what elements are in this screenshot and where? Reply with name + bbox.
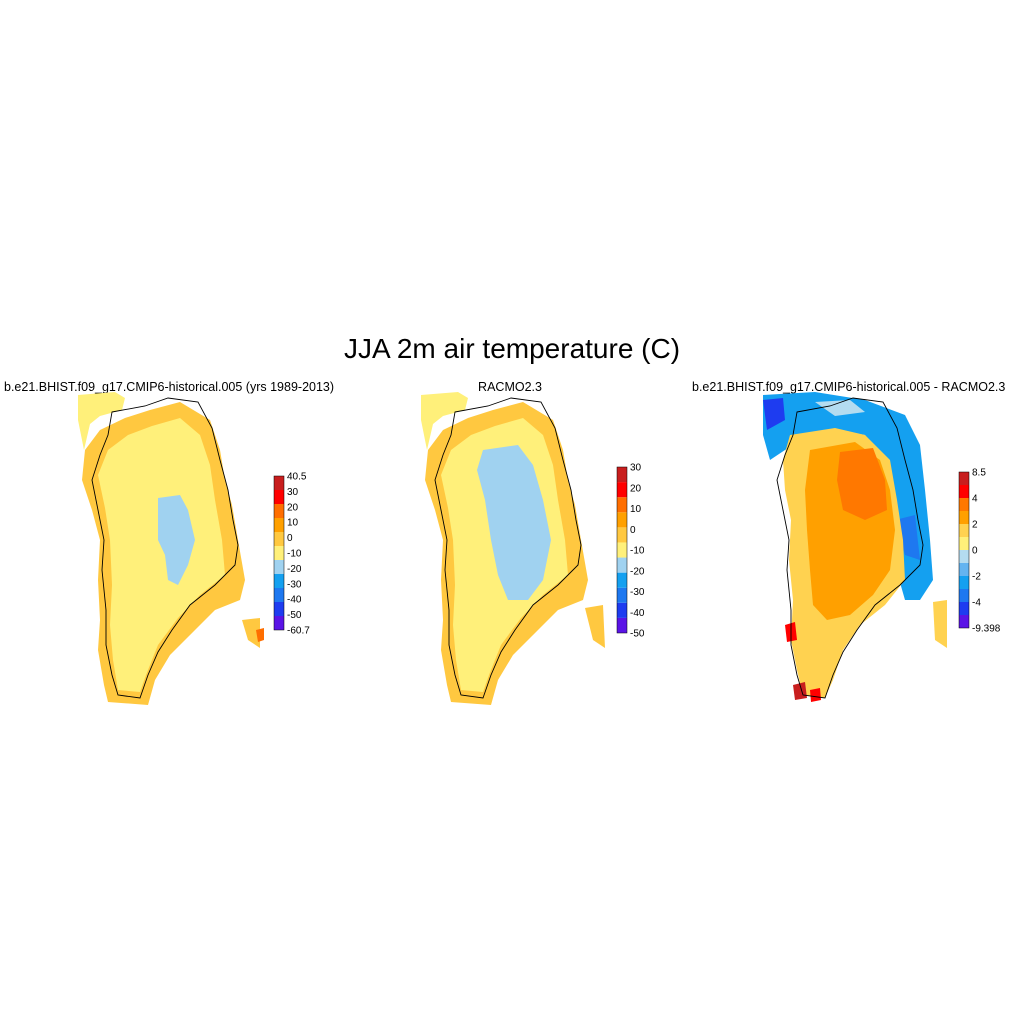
colorbar-label: 10 xyxy=(630,504,642,515)
colorbar-3-boxes xyxy=(959,472,969,628)
colorbar-box xyxy=(274,518,284,532)
northern-blue-band xyxy=(763,392,933,600)
colorbar-3 xyxy=(958,471,970,629)
colorbar-box xyxy=(274,546,284,560)
colorbar-box xyxy=(959,472,969,485)
colorbar-label: -30 xyxy=(287,579,302,590)
colorbar-label: 20 xyxy=(630,483,642,494)
colorbar-box xyxy=(274,560,284,574)
colorbar-2-boxes xyxy=(617,467,627,633)
colorbar-box xyxy=(274,602,284,616)
colorbar-box xyxy=(959,485,969,498)
colorbar-label: 10 xyxy=(287,518,299,529)
colorbar-box xyxy=(959,602,969,615)
colorbar-box xyxy=(959,576,969,589)
colorbar-label: -4 xyxy=(972,598,981,609)
colorbar-box xyxy=(959,511,969,524)
colorbar-label: -50 xyxy=(287,610,302,621)
colorbar-box xyxy=(959,563,969,576)
colorbar-box xyxy=(617,557,627,573)
colorbar-1 xyxy=(273,475,285,631)
colorbar-label: -40 xyxy=(287,595,302,606)
colorbar-box xyxy=(617,602,627,618)
ice-core xyxy=(158,495,195,585)
colorbar-box xyxy=(617,587,627,603)
colorbar-label: 0 xyxy=(630,525,636,536)
colorbar-box xyxy=(274,490,284,504)
colorbar-box xyxy=(959,550,969,563)
colorbar-box xyxy=(617,467,627,483)
colorbar-label: -10 xyxy=(287,549,302,560)
colorbar-label: -9.398 xyxy=(972,624,1001,635)
colorbar-label: -50 xyxy=(630,629,645,640)
panel-title-racmo: RACMO2.3 xyxy=(478,380,542,394)
colorbar-box xyxy=(274,476,284,490)
colorbar-box xyxy=(274,504,284,518)
colorbar-label: -20 xyxy=(630,566,645,577)
map-panel-racmo: -50 -40 -30 -20 -10 0 10 20 30 xyxy=(421,392,645,705)
colorbar-box xyxy=(959,615,969,628)
colorbar-label: 0 xyxy=(972,546,978,557)
colorbar-box xyxy=(617,497,627,513)
colorbar-label: 4 xyxy=(972,494,978,505)
colorbar-box xyxy=(617,482,627,498)
colorbar-box xyxy=(617,572,627,588)
coastline xyxy=(91,397,239,699)
land-interior xyxy=(98,418,225,692)
colorbar-label: -20 xyxy=(287,564,302,575)
colorbar-box xyxy=(617,512,627,528)
map-field xyxy=(78,392,264,705)
map-field xyxy=(763,392,947,702)
colorbar-box xyxy=(959,589,969,602)
colorbar-box xyxy=(274,616,284,630)
panel-title-model: b.e21.BHIST.f09_g17.CMIP6-historical.005… xyxy=(4,380,335,394)
colorbar-box xyxy=(274,532,284,546)
colorbar-label: 2 xyxy=(972,520,978,531)
colorbar-label: 8.5 xyxy=(972,468,986,479)
colorbar-box xyxy=(274,588,284,602)
colorbar-label: -10 xyxy=(630,546,645,557)
colorbar-label: 30 xyxy=(287,487,299,498)
map-panel-model: -60.7 -50 -40 -30 -20 -10 0 10 20 30 40.5 xyxy=(78,392,310,705)
colorbar-box xyxy=(617,527,627,543)
colorbar-1-boxes xyxy=(274,476,284,630)
coastline xyxy=(776,397,924,699)
map-field xyxy=(421,392,605,705)
map-panel-difference: -9.398 -4 -2 0 2 4 8.5 xyxy=(763,392,1001,702)
colorbar-label: 30 xyxy=(630,463,642,474)
colorbar-label: -60.7 xyxy=(287,626,310,637)
colorbar-label: 40.5 xyxy=(287,472,307,483)
colorbar-box xyxy=(959,537,969,550)
colorbar-label: -30 xyxy=(630,587,645,598)
colorbar-box xyxy=(617,542,627,558)
colorbar-box xyxy=(959,524,969,537)
colorbar-label: -2 xyxy=(972,572,981,583)
colorbar-box xyxy=(274,574,284,588)
colorbar-2 xyxy=(616,466,628,634)
colorbar-label: -40 xyxy=(630,608,645,619)
coastline xyxy=(434,397,582,699)
colorbar-box xyxy=(617,617,627,633)
colorbar-box xyxy=(959,498,969,511)
colorbar-label: 0 xyxy=(287,533,293,544)
figure-title: JJA 2m air temperature (C) xyxy=(343,333,681,364)
colorbar-label: 20 xyxy=(287,502,299,513)
panel-title-difference: b.e21.BHIST.f09_g17.CMIP6-historical.005… xyxy=(692,380,1006,394)
ice-core xyxy=(477,445,551,600)
hot-spot xyxy=(837,448,887,520)
